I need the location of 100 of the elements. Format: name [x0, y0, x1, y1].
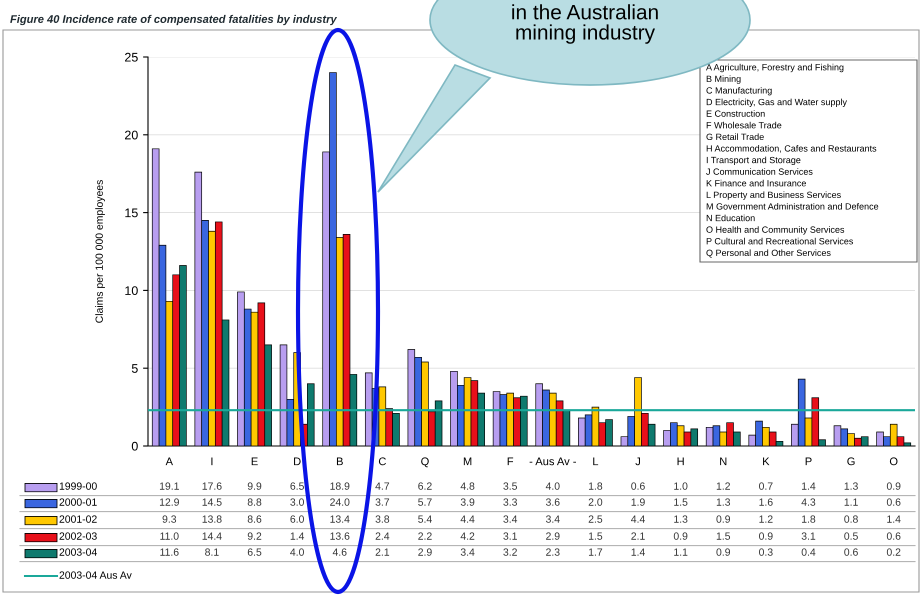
- legend-label: 2000-01: [60, 498, 97, 506]
- data-label: 3.3: [503, 498, 517, 506]
- y-tick-label: 20: [125, 130, 138, 140]
- legend-label: 2003-04: [60, 548, 97, 556]
- data-label: 5.7: [418, 498, 432, 506]
- data-label: 18.9: [330, 482, 350, 490]
- data-label: 3.6: [546, 498, 560, 506]
- data-label: 1.0: [674, 482, 688, 490]
- data-label: 6.2: [418, 482, 432, 490]
- data-label: 1.5: [716, 532, 730, 540]
- data-label: 0.6: [844, 548, 858, 556]
- x-tick-label: P: [806, 458, 812, 466]
- data-label: 1.9: [632, 498, 645, 506]
- data-label: 14.5: [202, 498, 222, 506]
- data-label: 0.6: [886, 532, 900, 540]
- x-tick-label: A: [166, 458, 173, 466]
- data-label: 1.3: [674, 515, 688, 523]
- annotation: N Education: [706, 214, 755, 222]
- data-label: 0.8: [844, 515, 858, 523]
- data-label: 11.0: [160, 532, 179, 540]
- data-label: 0.9: [716, 515, 730, 523]
- x-tick-label: H: [678, 458, 684, 466]
- data-label: 4.2: [460, 532, 474, 540]
- data-label: 9.3: [162, 515, 176, 523]
- data-label: 4.0: [546, 482, 560, 490]
- data-label: 6.5: [290, 482, 304, 490]
- legend-label: 2001-02: [60, 515, 97, 523]
- data-label: 13.8: [202, 515, 222, 523]
- data-label: 4.7: [375, 482, 390, 490]
- data-label: 4.8: [460, 482, 474, 490]
- data-label: 8.1: [205, 548, 219, 556]
- data-label: 3.9: [460, 498, 474, 506]
- data-label: 0.9: [759, 532, 773, 540]
- data-label: 2.5: [588, 515, 602, 523]
- data-label: 1.8: [802, 515, 816, 523]
- data-label: 0.6: [886, 498, 900, 506]
- x-tick-label: M: [464, 458, 472, 466]
- x-tick-label: K: [763, 458, 770, 466]
- legend-label: 1999-00: [60, 482, 97, 490]
- data-label: 3.2: [503, 548, 517, 556]
- annotation: Q Personal and Other Services: [706, 249, 831, 258]
- data-label: 1.1: [844, 498, 858, 506]
- data-label: 0.9: [886, 482, 900, 490]
- data-label: 1.5: [674, 498, 688, 506]
- data-label: 9.2: [248, 532, 262, 540]
- annotation: K Finance and Insurance: [706, 180, 806, 186]
- annotation: B Mining: [706, 75, 741, 84]
- data-label: 2.3: [546, 548, 560, 556]
- data-label: 3.5: [503, 482, 517, 490]
- data-label: 14.4: [202, 532, 222, 540]
- annotation: D Electricity, Gas and Water supply: [706, 98, 847, 108]
- data-label: 1.3: [844, 482, 858, 490]
- data-label: 2.9: [418, 548, 432, 556]
- annotation: O Health and Community Services: [706, 226, 844, 235]
- x-tick-label: G: [847, 457, 855, 466]
- data-label: 19.1: [160, 482, 179, 490]
- x-tick-label: C: [378, 457, 386, 466]
- y-tick-label: 5: [132, 364, 138, 373]
- x-tick-label: F: [508, 458, 514, 466]
- data-label: 4.3: [801, 498, 816, 506]
- data-label: 3.8: [376, 515, 390, 523]
- data-label: 1.4: [632, 548, 645, 556]
- x-tick-label: D: [294, 458, 301, 466]
- x-tick-label: O: [890, 457, 898, 466]
- x-tick-label: E: [252, 458, 258, 466]
- data-label: 0.9: [716, 548, 730, 556]
- data-label: 1.8: [588, 482, 602, 490]
- data-label: 2.9: [546, 532, 560, 540]
- x-tick-label: I: [211, 458, 212, 466]
- data-label: 1.5: [588, 532, 602, 540]
- data-label: 0.6: [631, 482, 645, 490]
- x-tick-label: J: [635, 458, 640, 466]
- data-label: 4.0: [290, 548, 304, 556]
- data-label: 0.9: [674, 532, 688, 540]
- data-label: 13.4: [330, 515, 350, 523]
- x-tick-label: - Aus Av -: [530, 458, 576, 466]
- data-label: 2.1: [376, 548, 390, 556]
- annotation: L Property and Business Services: [706, 191, 841, 200]
- data-label: 3.0: [290, 498, 304, 506]
- data-label: 0.3: [759, 548, 773, 556]
- data-label: 5.4: [418, 516, 432, 523]
- x-tick-label: N: [720, 458, 726, 466]
- annotation: I Transport and Storage: [706, 156, 800, 166]
- data-label: 2.4: [376, 532, 390, 540]
- data-label: 9.9: [248, 482, 262, 490]
- annotation: A Agriculture, Forestry and Fishing: [706, 64, 844, 72]
- data-label: 0.7: [759, 482, 773, 490]
- x-tick-label: B: [336, 458, 343, 466]
- data-label: 13.6: [330, 532, 350, 540]
- data-label: 17.6: [202, 482, 222, 490]
- data-label: 3.4: [460, 548, 475, 556]
- annotation: M Government Administration and Defence: [706, 202, 878, 210]
- legend-label: 2003-04 Aus Av: [60, 571, 132, 579]
- data-label: 12.9: [160, 498, 179, 506]
- data-label: 0.5: [844, 532, 858, 540]
- x-tick-label: Q: [421, 457, 429, 468]
- data-label: 4.4: [631, 516, 645, 523]
- x-tick-label: L: [593, 458, 598, 466]
- data-label: 1.7: [588, 548, 602, 556]
- annotation: F Wholesale Trade: [706, 122, 782, 128]
